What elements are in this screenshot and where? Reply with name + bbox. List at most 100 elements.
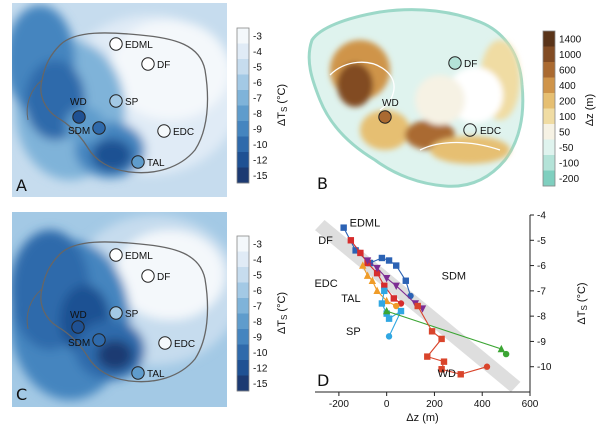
chart-y-tick-label: -8 — [537, 312, 546, 323]
chart-y-tick-label: -7 — [537, 286, 546, 297]
colorbar-b-swatch — [543, 77, 555, 94]
colorbar-a-tick: -7 — [253, 93, 262, 104]
series-point-edc — [373, 286, 381, 295]
colorbar-c-swatch — [237, 267, 249, 283]
colorbar-a-tick: -9 — [253, 124, 262, 135]
colorbar-c-swatch — [237, 375, 249, 392]
site-label-c-sp: SP — [125, 309, 139, 320]
site-label-c-edc: EDC — [174, 339, 195, 350]
series-point-sdm — [497, 344, 506, 353]
colorbar-a-tick: -10 — [253, 140, 268, 151]
series-point-sdm — [502, 350, 510, 358]
colorbar-c-tick: -7 — [253, 301, 262, 312]
colorbar-b-tick: 200 — [559, 96, 576, 107]
site-label-a-edc: EDC — [173, 127, 194, 138]
panel-c-temperature-field — [12, 212, 227, 407]
colorbar-b-tick: -100 — [559, 158, 579, 169]
series-point-sp — [378, 300, 386, 307]
colorbar-a-tick: -8 — [253, 109, 262, 120]
colorbar-b-tick: 1000 — [559, 50, 582, 61]
colorbar-c-tick: -6 — [253, 286, 262, 297]
colorbar-b-swatch — [543, 124, 555, 140]
site-marker-b-df — [448, 56, 462, 70]
colorbar-b-tick: 600 — [559, 65, 576, 76]
chart-x-tick-label: 0 — [384, 399, 390, 410]
chart-y-tick-label: -9 — [537, 337, 546, 348]
site-marker-a-edc — [157, 124, 171, 138]
colorbar-c-swatch — [237, 344, 249, 361]
chart-y-tick-label: -4 — [537, 211, 546, 222]
colorbar-a-swatch — [237, 121, 249, 137]
colorbar-b-swatch — [543, 62, 555, 78]
colorbar-c-swatch — [237, 313, 249, 330]
site-label-a-wd: WD — [70, 97, 87, 108]
series-point-wd — [424, 353, 431, 360]
colorbar-c-swatch — [237, 329, 249, 345]
panel-d-letter: D — [317, 371, 329, 390]
colorbar-c-tick: -8 — [253, 317, 262, 328]
series-point-sp — [385, 333, 393, 340]
series-point-edc — [359, 261, 367, 269]
colorbar-b-tick: -200 — [559, 174, 579, 185]
colorbar-a-swatch — [237, 59, 249, 75]
colorbar-c-tick: -4 — [253, 255, 262, 266]
panel-b-elevation-field — [330, 40, 520, 164]
colorbar-b-tick: 1400 — [559, 34, 582, 45]
series-point-df — [347, 237, 355, 244]
colorbar-c-swatch — [237, 251, 249, 268]
colorbar-c-tick: -12 — [253, 363, 268, 374]
colorbar-a-swatch — [237, 136, 249, 153]
series-point-edml — [402, 277, 409, 284]
panel-a-letter: A — [16, 176, 27, 195]
colorbar-a-tick: -5 — [253, 62, 262, 73]
colorbar-a: -3 -4 -5 -6 -7 -8 -9 -10 -12 -15 ΔTS (°C) — [236, 27, 289, 184]
chart-x-tick-label: 400 — [474, 399, 491, 410]
site-label-c-tal: TAL — [147, 369, 165, 380]
series-point-edml — [393, 262, 400, 269]
colorbar-b-swatch — [543, 170, 555, 187]
colorbar-c-frame — [236, 235, 250, 392]
series-label-tal: TAL — [341, 293, 360, 305]
series-point-wd — [438, 366, 445, 373]
site-marker-a-df — [141, 57, 155, 71]
colorbar-c-tick: -15 — [253, 379, 268, 390]
site-label-a-tal: TAL — [147, 158, 165, 169]
series-point-sp — [381, 287, 388, 295]
chart-y-tick-label: -10 — [537, 362, 552, 373]
series-point-df — [397, 300, 405, 307]
colorbar-a-swatch — [237, 167, 249, 184]
series-point-wd — [428, 328, 436, 335]
series-point-edml — [407, 292, 414, 300]
colorbar-a-swatch — [237, 152, 249, 168]
series-point-wd — [438, 335, 445, 343]
site-marker-c-edml — [109, 248, 123, 262]
colorbar-b-swatch — [543, 46, 555, 63]
panel-a-map: A — [12, 3, 227, 197]
colorbar-c-swatch — [237, 360, 249, 376]
site-label-c-sdm: SDM — [68, 338, 90, 349]
series-point-edml — [385, 257, 393, 264]
series-point-edml — [378, 254, 386, 262]
series-point-edc — [393, 302, 400, 310]
colorbar-c: -3 -4 -5 -6 -7 -8 -9 -10 -12 -15 ΔTS (°C) — [236, 235, 289, 392]
series-point-wd — [414, 302, 421, 310]
site-marker-a-sdm — [92, 121, 106, 135]
series-point-df — [357, 249, 364, 257]
colorbar-b-tick: 50 — [559, 127, 571, 138]
panel-b-map: B — [307, 8, 525, 193]
chart-x-tick-label: -200 — [329, 399, 349, 410]
site-label-a-sp: SP — [125, 97, 139, 108]
colorbar-a-swatch — [237, 28, 249, 44]
chart-y-tick-label: -5 — [537, 236, 546, 247]
panel-a-temperature-field — [12, 3, 227, 197]
chart-x-axis-label: Δz (m) — [406, 412, 438, 424]
series-label-edml: EDML — [350, 217, 381, 229]
site-marker-c-sdm — [92, 333, 106, 347]
colorbar-a-tick: -12 — [253, 155, 268, 166]
colorbar-b-tick: -50 — [559, 143, 574, 154]
colorbar-a-tick: -4 — [253, 47, 262, 58]
site-marker-c-wd — [71, 320, 85, 334]
chart-y-tick-label: -6 — [537, 261, 546, 272]
colorbar-b-tick: 400 — [559, 81, 576, 92]
